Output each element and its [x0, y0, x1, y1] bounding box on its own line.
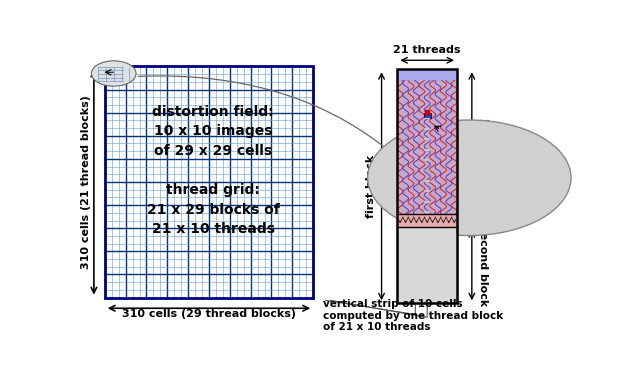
Text: vertical strip of 10 cells
computed by one thread block
of 21 x 10 threads: vertical strip of 10 cells computed by o… — [323, 299, 503, 332]
Text: second block: second block — [478, 225, 488, 306]
Text: 310 cells (21 thread blocks): 310 cells (21 thread blocks) — [81, 95, 91, 269]
FancyBboxPatch shape — [397, 81, 457, 214]
Text: 21 threads: 21 threads — [394, 45, 461, 55]
FancyBboxPatch shape — [424, 201, 430, 202]
FancyBboxPatch shape — [424, 113, 431, 118]
FancyBboxPatch shape — [424, 180, 430, 182]
FancyBboxPatch shape — [397, 214, 457, 227]
Circle shape — [367, 120, 571, 236]
FancyBboxPatch shape — [424, 117, 430, 119]
Text: thread grid:
21 x 29 blocks of
21 x 10 threads: thread grid: 21 x 29 blocks of 21 x 10 t… — [147, 183, 280, 236]
FancyBboxPatch shape — [105, 67, 313, 298]
FancyBboxPatch shape — [424, 190, 430, 192]
FancyBboxPatch shape — [424, 159, 430, 161]
FancyBboxPatch shape — [424, 128, 430, 130]
FancyBboxPatch shape — [424, 211, 430, 213]
Text: 310 cells (29 thread blocks): 310 cells (29 thread blocks) — [122, 310, 296, 320]
FancyBboxPatch shape — [424, 169, 430, 171]
Circle shape — [92, 61, 136, 86]
FancyBboxPatch shape — [397, 227, 457, 303]
FancyBboxPatch shape — [397, 69, 457, 81]
FancyBboxPatch shape — [424, 149, 430, 150]
Text: first block: first block — [365, 154, 376, 218]
FancyBboxPatch shape — [424, 138, 430, 140]
Text: distortion field:
10 x 10 images
of 29 x 29 cells: distortion field: 10 x 10 images of 29 x… — [152, 105, 274, 158]
Text: 21 cells: 21 cells — [478, 118, 488, 165]
